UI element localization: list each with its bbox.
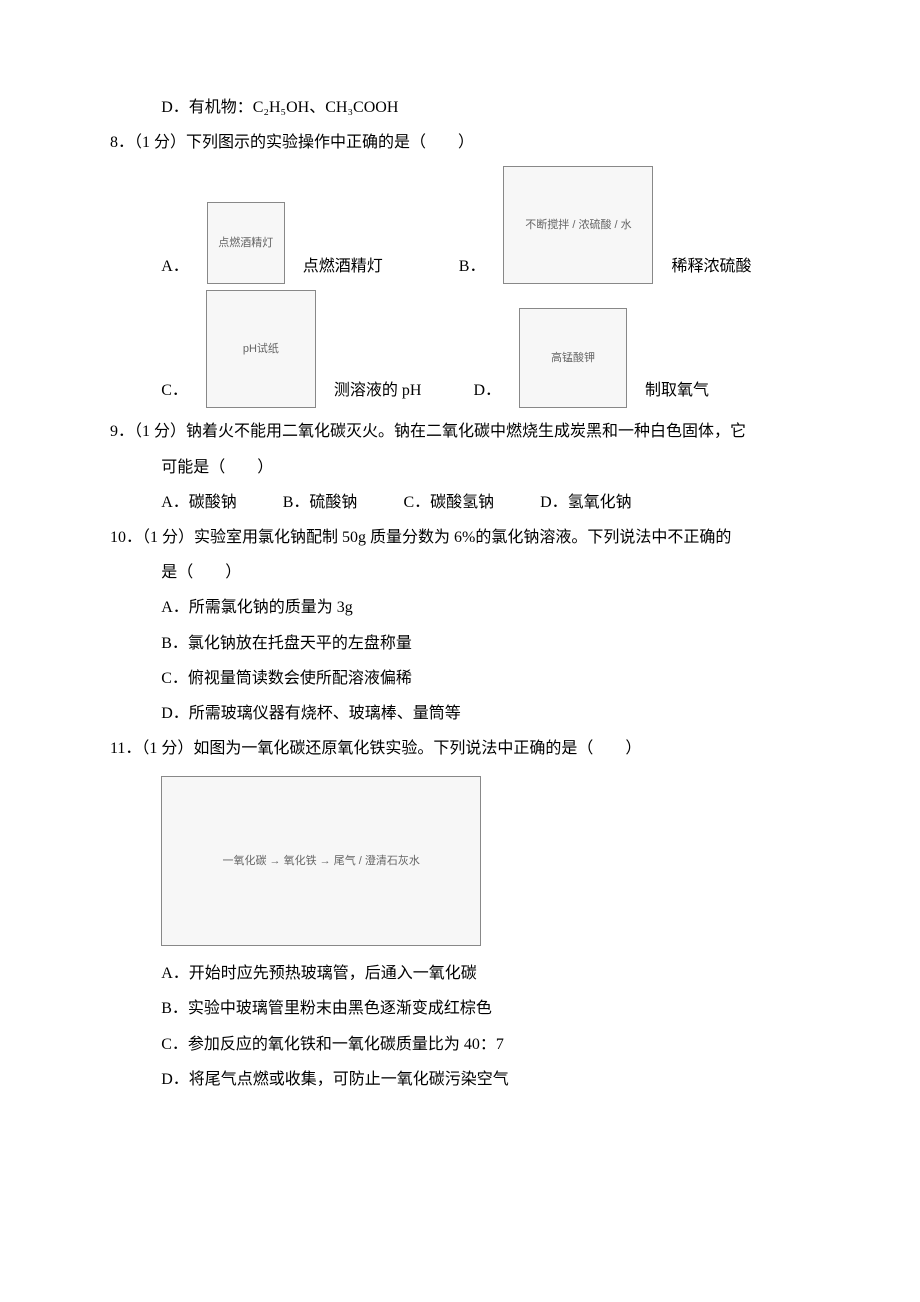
q11-option-a: A．开始时应先预热玻璃管，后通入一氧化碳 xyxy=(110,956,820,991)
q8-figure-a: 点燃酒精灯 xyxy=(207,202,285,284)
q10-stem-line2: 是（ ） xyxy=(110,555,820,590)
q10-option-d: D．所需玻璃仪器有烧杯、玻璃棒、量筒等 xyxy=(110,696,820,731)
q8-figure-d: 高锰酸钾 xyxy=(519,308,627,408)
q8-c-label: C． xyxy=(161,373,188,408)
q8-stem: 8．（1 分）下列图示的实验操作中正确的是（ ） xyxy=(110,125,820,160)
q8-figure-c: pH试纸 xyxy=(206,290,316,408)
q8-d-label: D． xyxy=(473,373,501,408)
q8-figure-b: 不断搅拌 / 浓硫酸 / 水 xyxy=(503,166,653,284)
q8-d-caption: 制取氧气 xyxy=(645,373,709,408)
q10-stem-line1: 10．（1 分）实验室用氯化钠配制 50g 质量分数为 6%的氯化钠溶液。下列说… xyxy=(110,520,820,555)
q8-b-label: B． xyxy=(459,249,486,284)
q11-option-c: C．参加反应的氧化铁和一氧化碳质量比为 40：7 xyxy=(110,1027,820,1062)
q8-c-caption: 测溶液的 pH xyxy=(334,373,422,408)
q11-option-b: B．实验中玻璃管里粉末由黑色逐渐变成红棕色 xyxy=(110,991,820,1026)
q8-a-label: A． xyxy=(161,249,189,284)
q10-option-c: C．俯视量筒读数会使所配溶液偏稀 xyxy=(110,661,820,696)
q9-stem-line1: 9．（1 分）钠着火不能用二氧化碳灭火。钠在二氧化碳中燃烧生成炭黑和一种白色固体… xyxy=(110,414,820,449)
q8-b-caption: 稀释浓硫酸 xyxy=(671,249,751,284)
q11-figure-wrap: 一氧化碳 → 氧化铁 → 尾气 / 澄清石灰水 xyxy=(161,776,820,946)
q11-figure: 一氧化碳 → 氧化铁 → 尾气 / 澄清石灰水 xyxy=(161,776,481,946)
q9-stem-line2: 可能是（ ） xyxy=(110,450,820,485)
q10-option-b: B．氯化钠放在托盘天平的左盘称量 xyxy=(110,626,820,661)
q11-option-d: D．将尾气点燃或收集，可防止一氧化碳污染空气 xyxy=(110,1062,820,1097)
q9-options-row: A．碳酸钠 B．硫酸钠 C．碳酸氢钠 D．氢氧化钠 xyxy=(110,485,820,520)
q11-stem: 11．（1 分）如图为一氧化碳还原氧化铁实验。下列说法中正确的是（ ） xyxy=(110,731,820,766)
q8-a-caption: 点燃酒精灯 xyxy=(303,249,383,284)
q8-row-ab: A． 点燃酒精灯 点燃酒精灯 B． 不断搅拌 / 浓硫酸 / 水 稀释浓硫酸 xyxy=(110,166,820,284)
q7-option-d: D．有机物：C₂H₅OH、CH₃COOH xyxy=(110,90,820,125)
q8-row-cd: C． pH试纸 测溶液的 pH D． 高锰酸钾 制取氧气 xyxy=(110,290,820,408)
q10-option-a: A．所需氯化钠的质量为 3g xyxy=(110,590,820,625)
q9-option-b: B．硫酸钠 xyxy=(283,485,358,520)
q9-option-d: D．氢氧化钠 xyxy=(540,485,632,520)
q9-option-c: C．碳酸氢钠 xyxy=(403,485,494,520)
q9-option-a: A．碳酸钠 xyxy=(161,485,237,520)
